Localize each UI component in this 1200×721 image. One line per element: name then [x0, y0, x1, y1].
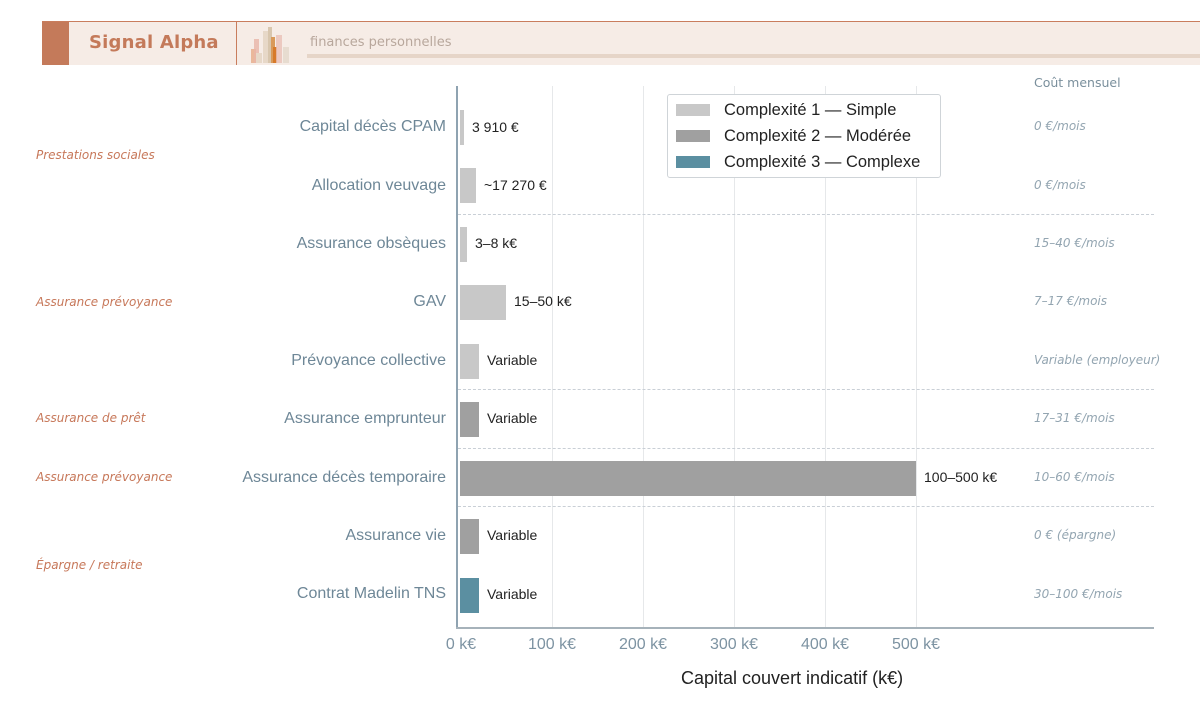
legend-label: Complexité 2 — Modérée [724, 126, 912, 145]
x-axis-title: Capital couvert indicatif (k€) [681, 668, 904, 688]
monthly-cost: 0 €/mois [1034, 119, 1086, 133]
legend-swatch-complexity-3 [676, 156, 710, 168]
group-label: Prestations sociales [36, 148, 155, 162]
legend-item: Complexité 2 — Modérée [676, 125, 911, 147]
x-tick-label: 500 k€ [891, 636, 941, 653]
bar-gav [460, 285, 506, 320]
group-label: Assurance de prêt [36, 411, 146, 425]
bar-value-label: Variable [487, 527, 538, 543]
gridline-200 [643, 86, 644, 627]
category-label: Assurance obsèques [296, 235, 446, 252]
monthly-cost: 30–100 €/mois [1034, 587, 1123, 601]
bar-assurance-emprunteur [460, 402, 479, 437]
x-tick-label: 400 k€ [800, 636, 850, 653]
bar-chart-logo-icon [251, 27, 289, 63]
bar-contrat-madelin-tns [460, 578, 479, 613]
brand-accent-block [42, 22, 69, 65]
category-label: Assurance vie [345, 527, 447, 544]
bar-value-label: Variable [487, 410, 538, 426]
bar-prevoyance-collective [460, 344, 479, 379]
gridline-100 [552, 86, 553, 627]
monthly-cost: 15–40 €/mois [1034, 236, 1115, 250]
group-separator [458, 389, 1154, 390]
bar-assurance-deces-temporaire [460, 461, 916, 496]
category-label: Assurance emprunteur [284, 410, 446, 427]
x-tick-label: 0 k€ [445, 636, 477, 653]
legend-swatch-complexity-2 [676, 130, 710, 142]
bar-allocation-veuvage [460, 168, 476, 203]
brand-title: Signal Alpha [89, 32, 219, 53]
legend-label: Complexité 3 — Complexe [724, 152, 921, 171]
monthly-cost: 0 € (épargne) [1034, 528, 1117, 542]
category-label: Prévoyance collective [291, 352, 446, 369]
header-underline [307, 54, 1200, 58]
x-tick-label: 100 k€ [527, 636, 577, 653]
monthly-cost: 7–17 €/mois [1034, 294, 1108, 308]
category-label: Capital décès CPAM [299, 118, 446, 135]
group-label: Assurance prévoyance [36, 295, 173, 309]
group-separator [458, 214, 1154, 215]
category-label: Contrat Madelin TNS [296, 585, 446, 602]
category-label: Assurance décès temporaire [242, 469, 446, 486]
gridline-500 [916, 86, 917, 627]
group-label: Épargne / retraite [36, 558, 143, 572]
category-label: Allocation veuvage [311, 177, 446, 194]
x-axis-line [456, 627, 1154, 629]
x-tick-label: 300 k€ [709, 636, 759, 653]
chart-legend: Complexité 1 — Simple Complexité 2 — Mod… [667, 94, 941, 178]
bar-value-label: 3 910 € [472, 119, 519, 135]
monthly-cost-header: Coût mensuel [1034, 75, 1121, 90]
monthly-cost: 10–60 €/mois [1034, 470, 1115, 484]
legend-label: Complexité 1 — Simple [724, 100, 897, 119]
monthly-cost: Variable (employeur) [1034, 353, 1161, 367]
category-label: GAV [413, 293, 446, 310]
x-tick-label: 200 k€ [618, 636, 668, 653]
bar-value-label: 100–500 k€ [924, 469, 998, 485]
monthly-cost: 0 €/mois [1034, 178, 1086, 192]
group-separator [458, 448, 1154, 449]
app-header: Signal Alpha finances personnelles [42, 21, 1200, 65]
bar-value-label: 15–50 k€ [514, 293, 572, 309]
bar-value-label: 3–8 k€ [475, 235, 518, 251]
bar-capital-deces-cpam [460, 110, 464, 145]
legend-swatch-complexity-1 [676, 104, 710, 116]
bar-value-label: Variable [487, 352, 538, 368]
gridline-300 [734, 86, 735, 627]
legend-item: Complexité 3 — Complexe [676, 151, 920, 173]
header-subtitle: finances personnelles [310, 35, 452, 50]
group-separator [458, 506, 1154, 507]
bar-assurance-vie [460, 519, 479, 554]
y-axis-line [456, 86, 458, 629]
bar-assurance-obseques [460, 227, 467, 262]
bar-value-label: ~17 270 € [484, 177, 547, 193]
group-label: Assurance prévoyance [36, 470, 173, 484]
legend-item: Complexité 1 — Simple [676, 99, 896, 121]
header-divider [236, 22, 237, 65]
gridline-400 [825, 86, 826, 627]
bar-value-label: Variable [487, 586, 538, 602]
monthly-cost: 17–31 €/mois [1034, 411, 1115, 425]
